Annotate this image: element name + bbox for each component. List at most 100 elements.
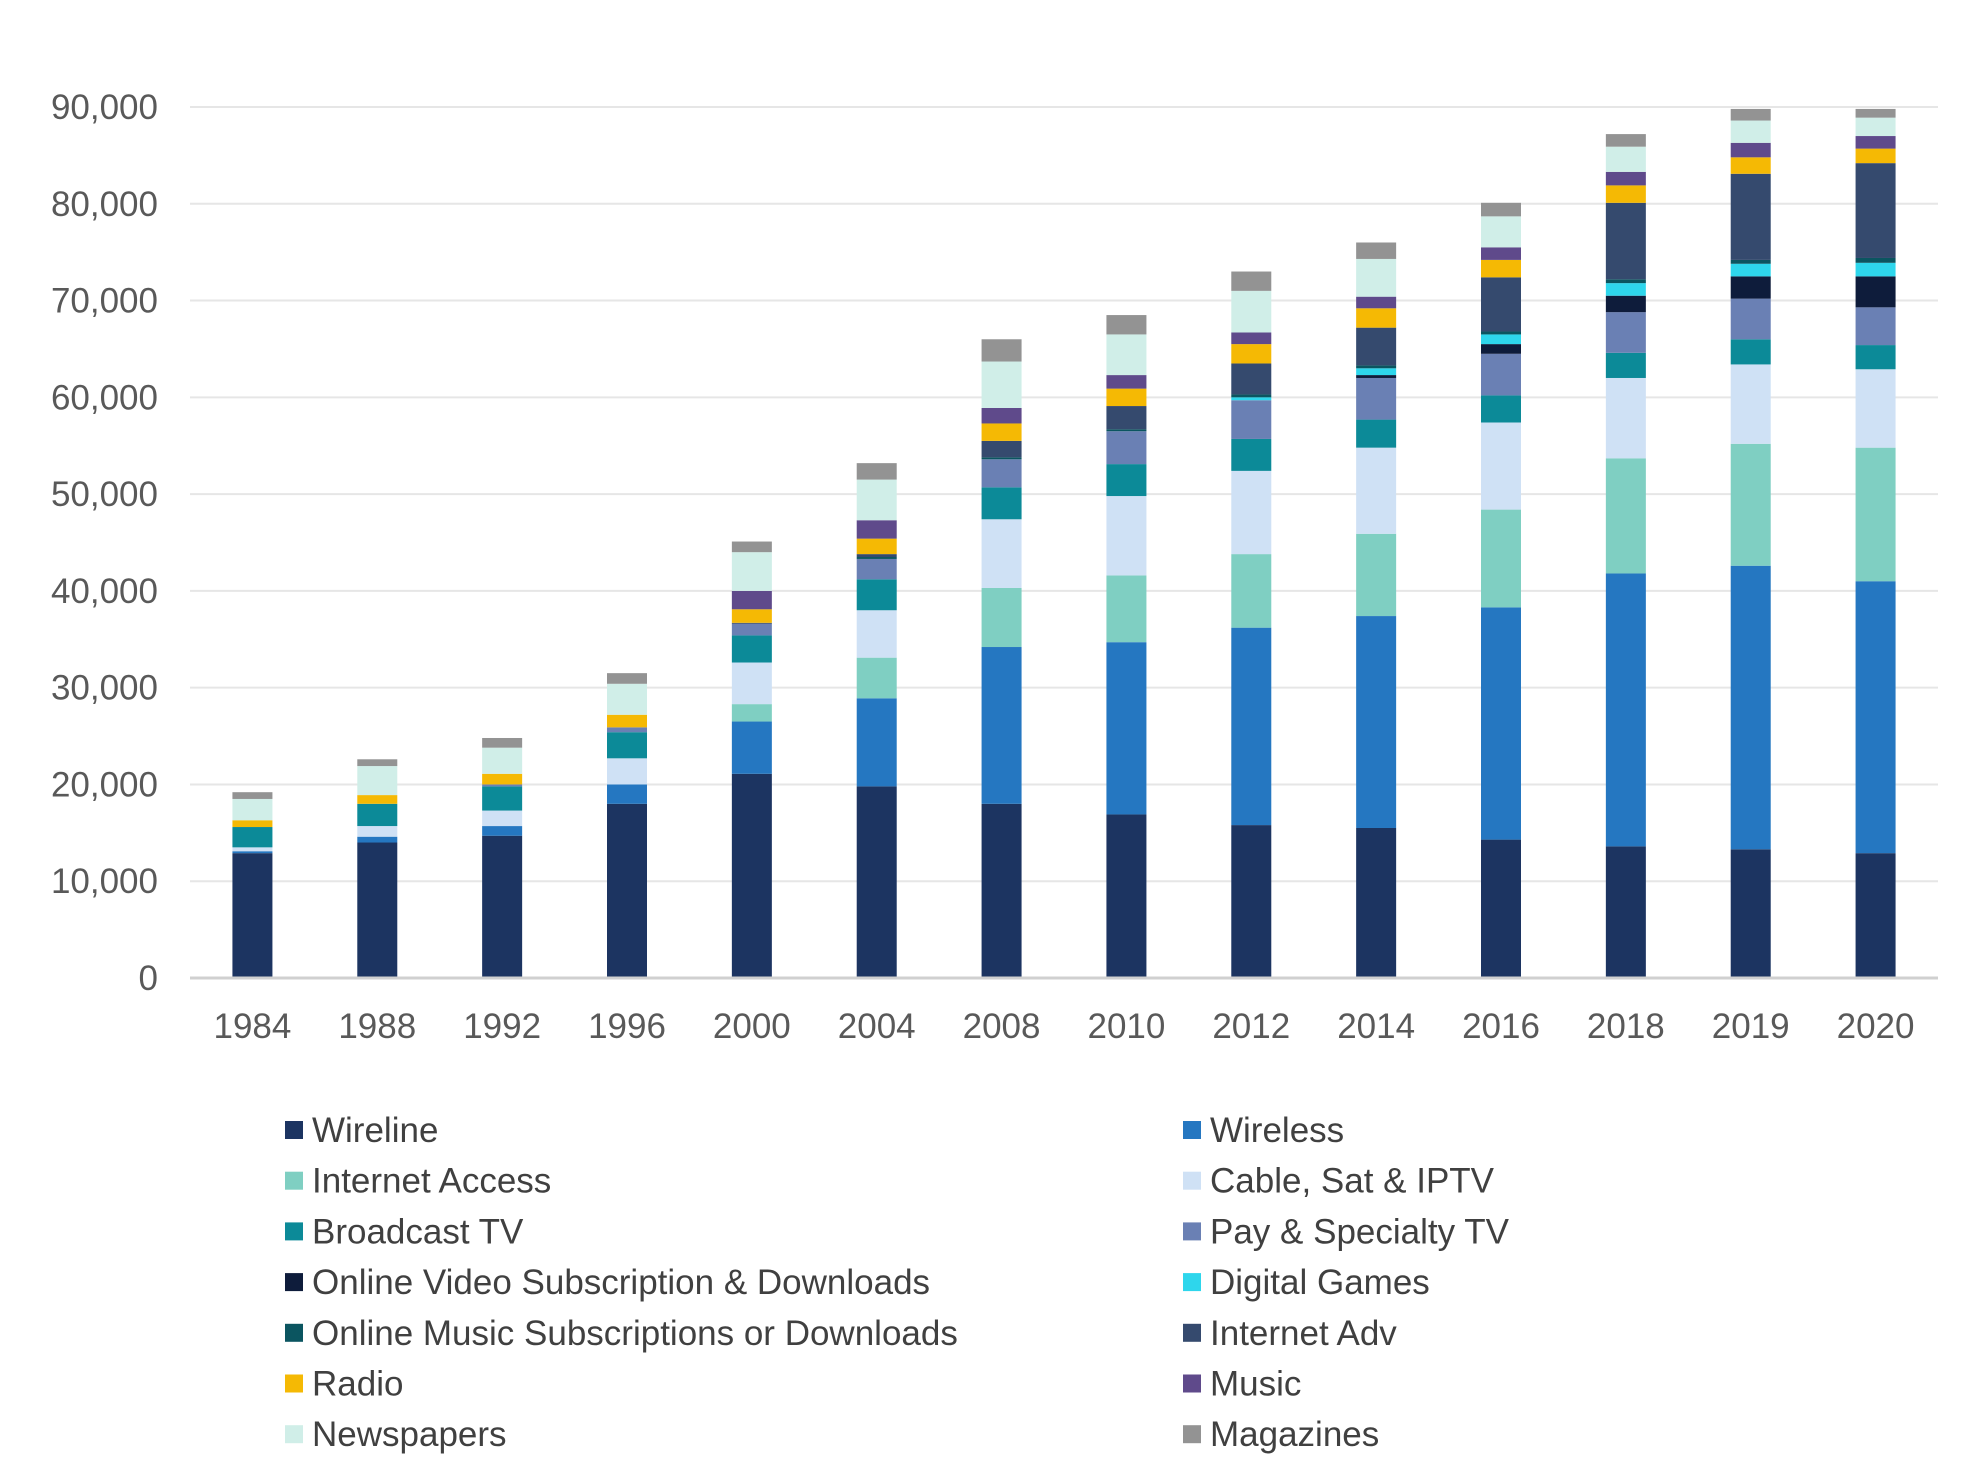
x-tick-label: 2000 (713, 1007, 791, 1046)
bar-segment-radio (1605, 185, 1646, 203)
bar-segment-wireless (1231, 627, 1272, 826)
legend-label: Online Music Subscriptions or Downloads (312, 1314, 958, 1353)
y-tick-label: 30,000 (51, 669, 158, 708)
legend-item: Online Video Subscription & Downloads (285, 1263, 930, 1302)
bar-stack-2018 (1605, 134, 1646, 978)
bar-segment-digital-games (1356, 368, 1397, 376)
bar-segment-magazines (482, 737, 523, 748)
legend-label: Newspapers (312, 1415, 507, 1454)
legend-swatch (1183, 1171, 1201, 1190)
bar-segment-wireline (1356, 827, 1397, 978)
x-tick-label: 2010 (1087, 1007, 1165, 1046)
bar-segment-pay-specialty-tv (607, 727, 647, 733)
bar-stack-1988 (357, 759, 398, 978)
bar-segment-wireless (607, 784, 647, 804)
bar-stack-1992 (482, 737, 523, 978)
bar-segment-magazines (232, 792, 273, 799)
bar-segment-digital-games (1481, 334, 1521, 345)
bar-segment-wireless (731, 721, 772, 774)
bar-segment-wireless (1730, 565, 1771, 850)
bar-stack-1996 (607, 673, 647, 978)
legend-swatch (1183, 1273, 1201, 1292)
x-tick-label: 2016 (1462, 1007, 1540, 1046)
y-tick-label: 70,000 (51, 282, 158, 321)
legend-item: Internet Access (285, 1162, 551, 1201)
bar-segment-online-video-subscription-downloads (1730, 276, 1771, 299)
bar-segment-music (1356, 296, 1397, 309)
bar-segment-radio (981, 423, 1022, 441)
legend-swatch (1183, 1425, 1201, 1444)
bar-segment-magazines (731, 541, 772, 553)
legend-label: Online Video Subscription & Downloads (312, 1263, 930, 1302)
x-tick-label: 2019 (1712, 1007, 1790, 1046)
legend-swatch (285, 1323, 303, 1342)
bar-segment-music (1481, 247, 1521, 260)
bar-segment-radio (232, 820, 273, 828)
bar-segment-radio (482, 773, 523, 785)
bar-segment-newspapers (482, 747, 523, 774)
legend-label: Cable, Sat & IPTV (1210, 1162, 1495, 1201)
legend-swatch (1183, 1121, 1201, 1139)
bar-segment-music (731, 590, 772, 610)
bar-stack-2008 (981, 339, 1022, 978)
y-tick-label: 50,000 (51, 475, 158, 514)
legend-label: Broadcast TV (312, 1212, 524, 1251)
bar-segment-magazines (1356, 242, 1397, 259)
bar-segment-newspapers (856, 479, 897, 521)
bar-segment-internet-adv (981, 440, 1022, 458)
legend-item: Cable, Sat & IPTV (1183, 1162, 1495, 1201)
bar-segment-internet-access (1106, 575, 1147, 643)
bar-segment-online-music-subscriptions-or-downloads (856, 557, 897, 559)
bar-segment-cable-sat-iptv (1605, 377, 1646, 459)
bar-stack-2010 (1106, 315, 1147, 978)
bar-stack-2014 (1356, 242, 1397, 978)
legend-swatch (285, 1121, 303, 1139)
bar-stack-2019 (1730, 108, 1771, 978)
y-tick-label: 40,000 (51, 572, 158, 611)
bar-segment-wireline (981, 803, 1022, 978)
bar-segment-pay-specialty-tv (1730, 298, 1771, 340)
bar-segment-wireless (856, 698, 897, 787)
legend-swatch (1183, 1222, 1201, 1241)
y-tick-label: 60,000 (51, 378, 158, 417)
bar-segment-radio (1231, 344, 1272, 364)
bar-segment-pay-specialty-tv (482, 784, 523, 787)
bar-segment-magazines (1106, 315, 1147, 335)
bar-segment-radio (1356, 308, 1397, 328)
bar-segment-magazines (856, 463, 897, 480)
gridlines (190, 106, 1938, 883)
legend-label: Digital Games (1210, 1263, 1430, 1302)
bar-segment-newspapers (981, 361, 1022, 408)
bar-segment-pay-specialty-tv (1356, 377, 1397, 420)
bar-segment-cable-sat-iptv (1730, 364, 1771, 444)
bar-segment-internet-adv (1730, 173, 1771, 260)
x-tick-label: 1992 (463, 1007, 541, 1046)
bar-segment-magazines (1855, 108, 1896, 118)
x-tick-label: 2020 (1837, 1007, 1915, 1046)
bar-segment-broadcast-tv (232, 827, 273, 848)
bar-segment-online-music-subscriptions-or-downloads (1605, 279, 1646, 284)
x-tick-label: 2008 (963, 1007, 1041, 1046)
bar-segment-pay-specialty-tv (1605, 312, 1646, 353)
bar-segment-wireline (1231, 825, 1272, 978)
bar-segment-newspapers (1481, 216, 1521, 248)
bar-segment-pay-specialty-tv (856, 558, 897, 580)
bar-segment-cable-sat-iptv (856, 610, 897, 658)
x-tick-label: 1996 (588, 1007, 666, 1046)
bar-segment-radio (1106, 388, 1147, 407)
bar-segment-pay-specialty-tv (731, 623, 772, 636)
bar-segment-online-music-subscriptions-or-downloads (1106, 429, 1147, 432)
bar-segment-online-music-subscriptions-or-downloads (1356, 365, 1397, 369)
bar-segment-music (981, 407, 1022, 424)
bar-segment-internet-access (1481, 509, 1521, 608)
legend-swatch (1183, 1374, 1201, 1393)
bar-segment-pay-specialty-tv (1855, 307, 1896, 346)
legend-label: Pay & Specialty TV (1210, 1212, 1510, 1251)
bar-segment-magazines (1730, 108, 1771, 121)
bar-stack-2004 (856, 463, 897, 978)
legend-swatch (285, 1171, 303, 1190)
bar-segment-broadcast-tv (1231, 438, 1272, 471)
bar-segment-digital-games (1605, 283, 1646, 296)
x-tick-label: 1988 (338, 1007, 416, 1046)
